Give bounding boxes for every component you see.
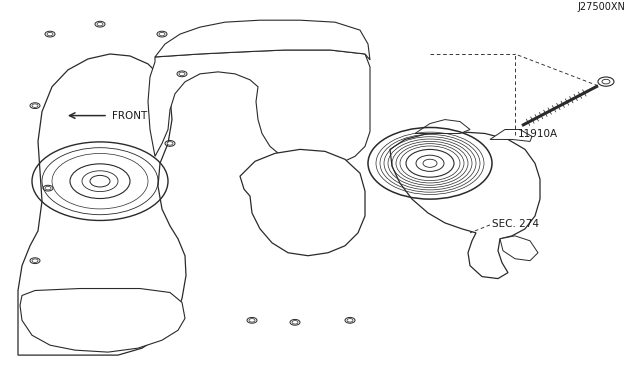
Circle shape [423, 159, 437, 167]
Circle shape [97, 22, 103, 26]
Text: 11910A: 11910A [518, 129, 558, 140]
Circle shape [292, 321, 298, 324]
Polygon shape [20, 289, 185, 352]
Circle shape [598, 77, 614, 86]
Polygon shape [390, 131, 540, 279]
Polygon shape [490, 129, 532, 141]
Circle shape [32, 259, 38, 262]
Circle shape [82, 171, 118, 192]
Polygon shape [500, 236, 538, 261]
Circle shape [416, 155, 444, 171]
Text: FRONT: FRONT [112, 110, 147, 121]
Polygon shape [18, 54, 186, 355]
Polygon shape [148, 50, 370, 166]
Circle shape [347, 318, 353, 322]
Text: SEC. 274: SEC. 274 [492, 219, 539, 229]
Circle shape [90, 176, 110, 187]
Polygon shape [155, 20, 370, 60]
Circle shape [47, 32, 53, 36]
Text: J27500XN: J27500XN [577, 2, 625, 12]
Circle shape [249, 318, 255, 322]
Polygon shape [240, 150, 365, 256]
Circle shape [32, 104, 38, 108]
Circle shape [167, 142, 173, 145]
Circle shape [159, 32, 165, 36]
Circle shape [45, 186, 51, 190]
Polygon shape [415, 119, 470, 134]
Circle shape [179, 72, 185, 76]
